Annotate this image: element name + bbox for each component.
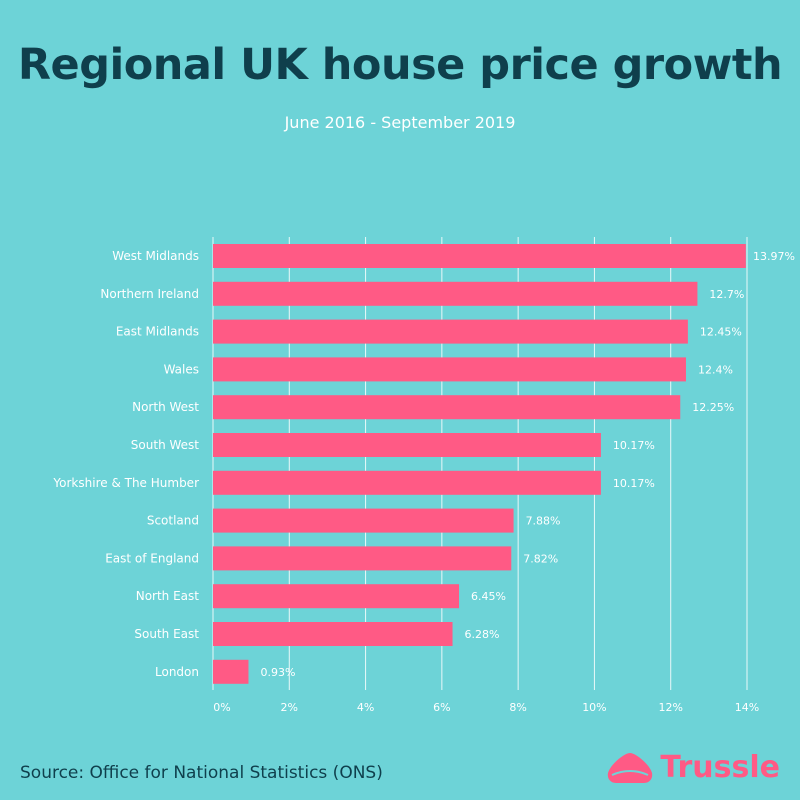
bar [213, 357, 686, 382]
value-label: 6.28% [465, 628, 500, 641]
value-label: 7.88% [526, 515, 561, 528]
category-label: West Midlands [112, 249, 199, 263]
bar [213, 395, 681, 420]
x-tick-label: 4% [357, 701, 374, 714]
value-label: 10.17% [613, 439, 655, 452]
chart-subtitle: June 2016 - September 2019 [284, 113, 516, 132]
category-label: London [155, 665, 199, 679]
category-label: North East [136, 589, 200, 603]
x-tick-label: 0% [213, 701, 230, 714]
value-label: 0.93% [260, 666, 295, 679]
category-label: South West [131, 438, 199, 452]
bar [213, 622, 453, 646]
bar [213, 281, 698, 306]
category-label: Northern Ireland [100, 287, 199, 301]
grid-lines [212, 237, 748, 690]
x-tick-label: 2% [281, 701, 298, 714]
value-label: 12.7% [709, 288, 744, 301]
source-note: Source: Office for National Statistics (… [20, 763, 383, 783]
bar [213, 244, 746, 268]
value-label: 13.97% [753, 250, 795, 263]
category-label: Scotland [147, 514, 199, 528]
value-label: 12.45% [700, 326, 742, 339]
bar [213, 433, 601, 457]
category-label: South East [134, 627, 199, 641]
category-label: Yorkshire & The Humber [52, 476, 199, 490]
bar [213, 470, 601, 495]
category-label: East of England [105, 551, 199, 565]
category-label: East Midlands [116, 325, 199, 339]
chart-title: Regional UK house price growth [17, 40, 783, 90]
value-label: 10.17% [613, 477, 655, 490]
value-label: 6.45% [471, 590, 506, 603]
brand-logo: Trussle [606, 750, 780, 785]
category-labels: West Midlands Northern Ireland East Midlan… [52, 249, 199, 679]
category-label: North West [132, 400, 199, 414]
bar [213, 546, 512, 571]
value-label: 7.82% [523, 552, 558, 565]
bar [213, 659, 249, 684]
bar [213, 319, 688, 344]
value-labels: 13.97% 12.7% 12.45% 12.4% 12.25% 10.17% 10.17%… [260, 250, 795, 679]
value-label: 12.25% [692, 401, 734, 414]
x-tick-label: 8% [509, 701, 526, 714]
trussle-logo-icon [608, 752, 653, 783]
brand-name: Trussle [660, 750, 780, 785]
category-label: Wales [164, 362, 199, 376]
bars [213, 244, 746, 684]
bar [213, 508, 514, 533]
x-tick-label: 12% [658, 701, 682, 714]
value-label: 12.4% [698, 363, 733, 376]
bar [213, 584, 460, 609]
x-tick-label: 14% [735, 701, 759, 714]
x-tick-labels: 0% 2% 4% 6% 8% 10% 12% 14% [213, 701, 759, 714]
x-tick-label: 10% [582, 701, 606, 714]
x-tick-label: 6% [433, 701, 450, 714]
